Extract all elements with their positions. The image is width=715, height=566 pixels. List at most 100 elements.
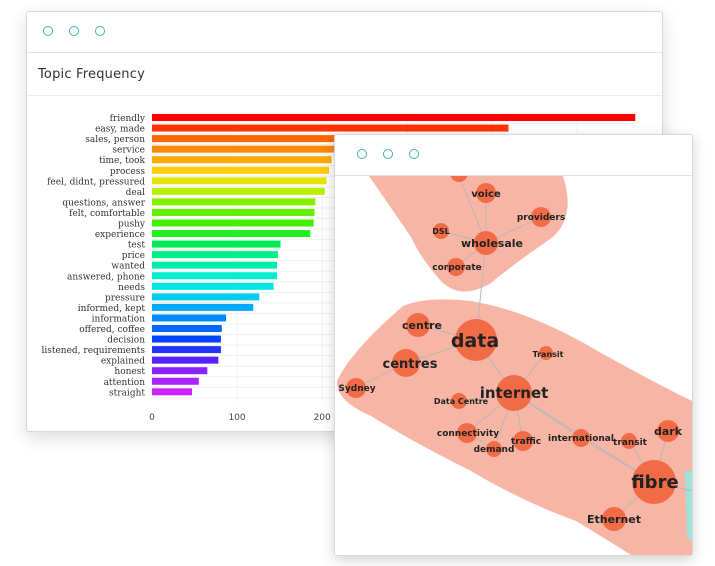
cluster-hull-wholesale — [369, 176, 568, 292]
circle-icon[interactable] — [383, 149, 393, 159]
svg-text:dark: dark — [654, 425, 683, 438]
category-label: felt, comfortable — [69, 209, 145, 219]
svg-text:wholesale: wholesale — [461, 237, 523, 250]
bar[interactable] — [152, 388, 192, 396]
svg-text:Sydney: Sydney — [338, 384, 375, 394]
node-wholesale: wholesale — [461, 231, 523, 255]
bar[interactable] — [152, 251, 278, 259]
bar[interactable] — [152, 114, 636, 121]
network-graph[interactable]: voice providers DSL wholesale corporate … — [335, 176, 692, 555]
category-label: decision — [107, 336, 145, 346]
category-label: attention — [104, 378, 146, 388]
bar[interactable] — [152, 187, 325, 195]
bar[interactable] — [152, 377, 199, 385]
category-label: needs — [118, 283, 145, 293]
bar[interactable] — [152, 346, 221, 354]
cluster-hull-edge — [685, 471, 692, 541]
circle-icon[interactable] — [95, 26, 105, 36]
x-tick-label: 0 — [149, 413, 155, 423]
node-fibre: fibre — [631, 460, 679, 504]
svg-text:transit: transit — [613, 438, 648, 448]
bar[interactable] — [152, 272, 278, 280]
category-label: information — [92, 314, 146, 324]
category-label: pushy — [118, 220, 146, 230]
node-traffic: traffic — [511, 431, 541, 451]
window-titlebar — [335, 135, 692, 176]
category-label: straight — [109, 388, 145, 398]
bar[interactable] — [152, 293, 260, 301]
bar[interactable] — [152, 208, 315, 216]
bar[interactable] — [152, 177, 327, 185]
x-tick-label: 100 — [228, 413, 245, 423]
bar[interactable] — [152, 124, 509, 132]
category-label: service — [112, 146, 145, 156]
node-transit: transit — [613, 433, 648, 449]
graph-nodes[interactable]: voice providers DSL wholesale corporate … — [338, 176, 683, 531]
svg-text:DSL: DSL — [432, 227, 450, 236]
category-label: process — [110, 167, 145, 177]
node-centre: centre — [402, 313, 442, 337]
svg-text:centre: centre — [402, 319, 442, 332]
node-connectivity: connectivity — [437, 423, 499, 443]
category-label: friendly — [110, 114, 146, 124]
bar[interactable] — [152, 367, 208, 375]
svg-text:international: international — [548, 434, 614, 444]
cluster-hulls — [336, 176, 692, 555]
category-label: pressure — [105, 293, 145, 303]
circle-icon[interactable] — [69, 26, 79, 36]
node-demand: demand — [474, 441, 515, 457]
circle-icon[interactable] — [43, 26, 53, 36]
bar[interactable] — [152, 145, 335, 153]
bar[interactable] — [152, 240, 281, 248]
node-dsl: DSL — [432, 223, 450, 239]
cluster-hull-internet — [336, 299, 692, 555]
bar[interactable] — [152, 303, 254, 311]
svg-text:Data Centre: Data Centre — [434, 397, 489, 406]
category-label: informed, kept — [78, 304, 146, 314]
category-label: feel, didnt, pressured — [47, 177, 145, 187]
category-label: sales, person — [85, 135, 145, 145]
node-international: international — [548, 429, 614, 447]
bar[interactable] — [152, 219, 314, 227]
svg-text:internet: internet — [480, 384, 549, 402]
category-label: easy, made — [95, 125, 145, 135]
category-label: honest — [114, 367, 145, 377]
network-graph-window: voice providers DSL wholesale corporate … — [334, 134, 693, 556]
category-label: answered, phone — [67, 272, 145, 282]
svg-text:providers: providers — [517, 213, 565, 223]
node-voice: voice — [471, 183, 501, 203]
category-label: listened, requirements — [41, 346, 145, 356]
bar[interactable] — [152, 135, 338, 143]
category-label: test — [128, 241, 146, 251]
svg-text:demand: demand — [474, 445, 515, 455]
bar[interactable] — [152, 356, 219, 364]
bar[interactable] — [152, 156, 332, 164]
node-centres: centres — [383, 349, 438, 377]
svg-text:fibre: fibre — [631, 472, 678, 493]
svg-text:Transit: Transit — [533, 350, 564, 359]
svg-text:data: data — [451, 330, 499, 352]
bar[interactable] — [152, 335, 221, 343]
circle-icon[interactable] — [409, 149, 419, 159]
bar[interactable] — [152, 261, 278, 269]
bar[interactable] — [152, 198, 316, 206]
category-label: price — [122, 251, 145, 261]
category-label: deal — [126, 188, 145, 198]
bar[interactable] — [152, 230, 311, 238]
panel-header: Topic Frequency — [27, 53, 662, 96]
bar[interactable] — [152, 325, 222, 332]
svg-text:connectivity: connectivity — [437, 429, 499, 439]
category-label: experience — [95, 230, 145, 240]
node-corporate: corporate — [432, 258, 482, 276]
circle-icon[interactable] — [357, 149, 367, 159]
window-titlebar — [27, 12, 662, 53]
panel-title: Topic Frequency — [38, 67, 145, 82]
svg-text:voice: voice — [471, 189, 501, 200]
node-transit-cap: Transit — [533, 346, 564, 360]
node-top-partial — [450, 176, 468, 182]
node-data: data — [451, 319, 499, 361]
bar[interactable] — [152, 282, 274, 290]
bar[interactable] — [152, 314, 227, 322]
node-internet: internet — [480, 375, 549, 411]
bar[interactable] — [152, 166, 329, 174]
